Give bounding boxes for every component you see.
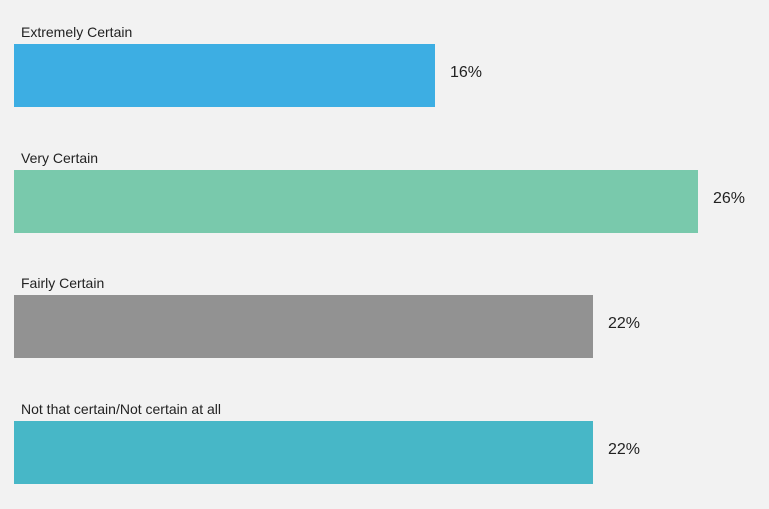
category-label: Very Certain	[21, 150, 99, 166]
data-label: 26%	[713, 190, 746, 207]
bar	[14, 170, 698, 233]
category-label: Fairly Certain	[21, 275, 105, 291]
bar	[14, 44, 435, 107]
bar-row: Fairly Certain 22%	[0, 275, 769, 385]
category-label: Extremely Certain	[21, 24, 133, 40]
bar-row: Not that certain/Not certain at all 22%	[0, 401, 769, 509]
category-label: Not that certain/Not certain at all	[21, 401, 221, 417]
data-label: 16%	[450, 64, 483, 81]
bar-row: Extremely Certain 16%	[0, 24, 769, 134]
data-label: 22%	[608, 441, 641, 458]
bar-row: Very Certain 26%	[0, 150, 769, 260]
bar	[14, 295, 593, 358]
data-label: 22%	[608, 315, 641, 332]
bar	[14, 421, 593, 484]
